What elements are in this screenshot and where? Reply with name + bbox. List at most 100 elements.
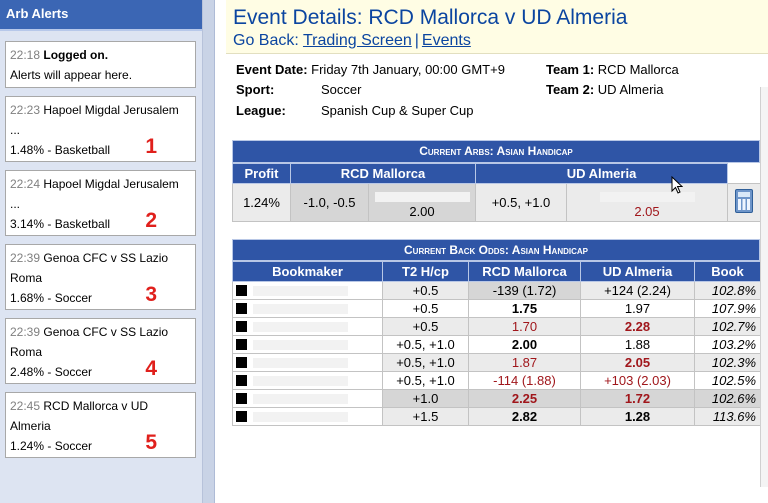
bookmaker-redacted — [253, 340, 348, 350]
bookmaker-cell[interactable] — [232, 299, 383, 318]
bookmaker-color-icon — [236, 321, 247, 332]
team2-odds-cell: 2.05 — [580, 353, 695, 372]
bookmaker-redacted — [374, 192, 470, 202]
team2-odds-cell: +124 (2.24) — [580, 281, 695, 300]
team1-odds-cell: 2.25 — [468, 389, 581, 408]
bookmaker-cell[interactable] — [232, 407, 383, 426]
arb-team1-odds-value: 2.00 — [409, 204, 435, 219]
trading-screen-link[interactable]: Trading Screen — [302, 32, 412, 49]
alert-item[interactable]: 22:18 Logged on. Alerts will appear here… — [5, 41, 196, 88]
alert-summary: 1.68% - Soccer — [10, 291, 93, 305]
page-title: Event Details: RCD Mallorca v UD Almeria — [233, 6, 628, 29]
alert-number: 4 — [145, 357, 157, 380]
bookmaker-redacted — [253, 394, 348, 404]
calculator-button[interactable] — [727, 183, 762, 222]
alert-item[interactable]: 22:39 Genoa CFC v SS Lazio Roma 1.68% - … — [5, 244, 196, 310]
sidebar-scrollbar[interactable] — [203, 0, 215, 503]
col-bookmaker: Bookmaker — [232, 261, 383, 282]
alert-time: 22:39 — [10, 251, 41, 265]
bookmaker-cell[interactable] — [232, 281, 383, 300]
events-link[interactable]: Events — [421, 32, 471, 49]
book-percent-cell: 103.2% — [694, 335, 761, 354]
col-book: Book — [694, 261, 761, 282]
nav-separator: | — [414, 32, 419, 49]
bookmaker-redacted — [253, 304, 348, 314]
bookmaker-color-icon — [236, 285, 247, 296]
alert-title: Hapoel Migdal Jerusalem — [43, 177, 179, 191]
calculator-icon — [735, 189, 754, 213]
bookmaker-color-icon — [236, 303, 247, 314]
alert-line2: Roma — [10, 345, 43, 359]
alert-time: 22:39 — [10, 325, 41, 339]
team1-odds-cell: -114 (1.88) — [468, 371, 581, 390]
alert-line2: Roma — [10, 271, 43, 285]
odds-table-title: Current Back Odds: Asian Handicap — [232, 239, 760, 261]
odds-row[interactable]: +0.5, +1.0 1.87 2.05 102.3% — [232, 353, 761, 372]
arb-team2-handicap: +0.5, +1.0 — [475, 183, 567, 222]
team1-odds-cell: 1.87 — [468, 353, 581, 372]
team2-odds-cell: +103 (2.03) — [580, 371, 695, 390]
team2-odds-cell: 2.28 — [580, 317, 695, 336]
odds-row[interactable]: +0.5 -139 (1.72) +124 (2.24) 102.8% — [232, 281, 761, 300]
alert-time: 22:23 — [10, 103, 41, 117]
alert-line2: ... — [10, 197, 21, 211]
arbs-table: Profit RCD Mallorca UD Almeria 1.24% -1.… — [232, 163, 762, 222]
alert-item[interactable]: 22:45 RCD Mallorca v UD Almeria 1.24% - … — [5, 392, 196, 458]
handicap-cell: +0.5 — [382, 317, 469, 336]
odds-row[interactable]: +0.5, +1.0 -114 (1.88) +103 (2.03) 102.5% — [232, 371, 761, 390]
league-label: League: — [236, 103, 286, 118]
team2-odds-cell: 1.28 — [580, 407, 695, 426]
arb-profit: 1.24% — [232, 183, 291, 222]
event-date-value: Friday 7th January, 00:00 GMT+9 — [311, 62, 505, 77]
arbs-table-title: Current Arbs: Asian Handicap — [232, 140, 760, 163]
team1-label: Team 1: — [546, 62, 595, 77]
alert-item[interactable]: 22:23 Hapoel Migdal Jerusalem ... 1.48% … — [5, 96, 196, 162]
odds-table: Bookmaker T2 H/cp RCD Mallorca UD Almeri… — [232, 261, 761, 426]
book-percent-cell: 102.6% — [694, 389, 761, 408]
title-bar: Event Details: RCD Mallorca v UD Almeria… — [226, 0, 768, 54]
team2-label: Team 2: — [546, 82, 595, 97]
bookmaker-cell[interactable] — [232, 335, 383, 354]
alert-title: Hapoel Migdal Jerusalem — [43, 103, 179, 117]
team1-odds-cell: -139 (1.72) — [468, 281, 581, 300]
sidebar-title: Arb Alerts — [0, 0, 202, 31]
handicap-cell: +0.5, +1.0 — [382, 371, 469, 390]
bookmaker-cell[interactable] — [232, 317, 383, 336]
handicap-cell: +0.5 — [382, 299, 469, 318]
main-scrollbar[interactable] — [760, 87, 768, 487]
event-details-panel: Event Details: RCD Mallorca v UD Almeria… — [216, 0, 768, 503]
book-percent-cell: 113.6% — [694, 407, 761, 426]
alert-summary: 2.48% - Soccer — [10, 365, 93, 379]
bookmaker-cell[interactable] — [232, 389, 383, 408]
alert-item[interactable]: 22:39 Genoa CFC v SS Lazio Roma 2.48% - … — [5, 318, 196, 384]
arb-team2-odds: 2.05 — [565, 183, 729, 222]
alert-item[interactable]: 22:24 Hapoel Migdal Jerusalem ... 3.14% … — [5, 170, 196, 236]
alert-title: Genoa CFC v SS Lazio — [43, 325, 169, 339]
bookmaker-cell[interactable] — [232, 371, 383, 390]
handicap-cell: +0.5, +1.0 — [382, 335, 469, 354]
alert-title: Genoa CFC v SS Lazio — [43, 251, 169, 265]
odds-row[interactable]: +0.5 1.75 1.97 107.9% — [232, 299, 761, 318]
handicap-cell: +1.0 — [382, 389, 469, 408]
book-percent-cell: 107.9% — [694, 299, 761, 318]
alert-title: Logged on. — [43, 48, 109, 62]
event-date-label: Event Date: — [236, 62, 308, 77]
odds-row[interactable]: +1.0 2.25 1.72 102.6% — [232, 389, 761, 408]
team1-odds-cell: 1.70 — [468, 317, 581, 336]
bookmaker-redacted — [253, 358, 348, 368]
odds-row[interactable]: +0.5, +1.0 2.00 1.88 103.2% — [232, 335, 761, 354]
alert-line2: ... — [10, 123, 21, 137]
col-profit: Profit — [232, 163, 291, 184]
team1-value: RCD Mallorca — [597, 62, 679, 77]
col-team2: UD Almeria — [580, 261, 695, 282]
book-percent-cell: 102.7% — [694, 317, 761, 336]
sport-value: Soccer — [321, 82, 362, 97]
bookmaker-cell[interactable] — [232, 353, 383, 372]
bookmaker-color-icon — [236, 357, 247, 368]
alert-time: 22:45 — [10, 399, 41, 413]
alert-summary: 1.48% - Basketball — [10, 143, 111, 157]
odds-row[interactable]: +1.5 2.82 1.28 113.6% — [232, 407, 761, 426]
book-percent-cell: 102.3% — [694, 353, 761, 372]
odds-row[interactable]: +0.5 1.70 2.28 102.7% — [232, 317, 761, 336]
alert-title: RCD Mallorca v UD — [43, 399, 149, 413]
